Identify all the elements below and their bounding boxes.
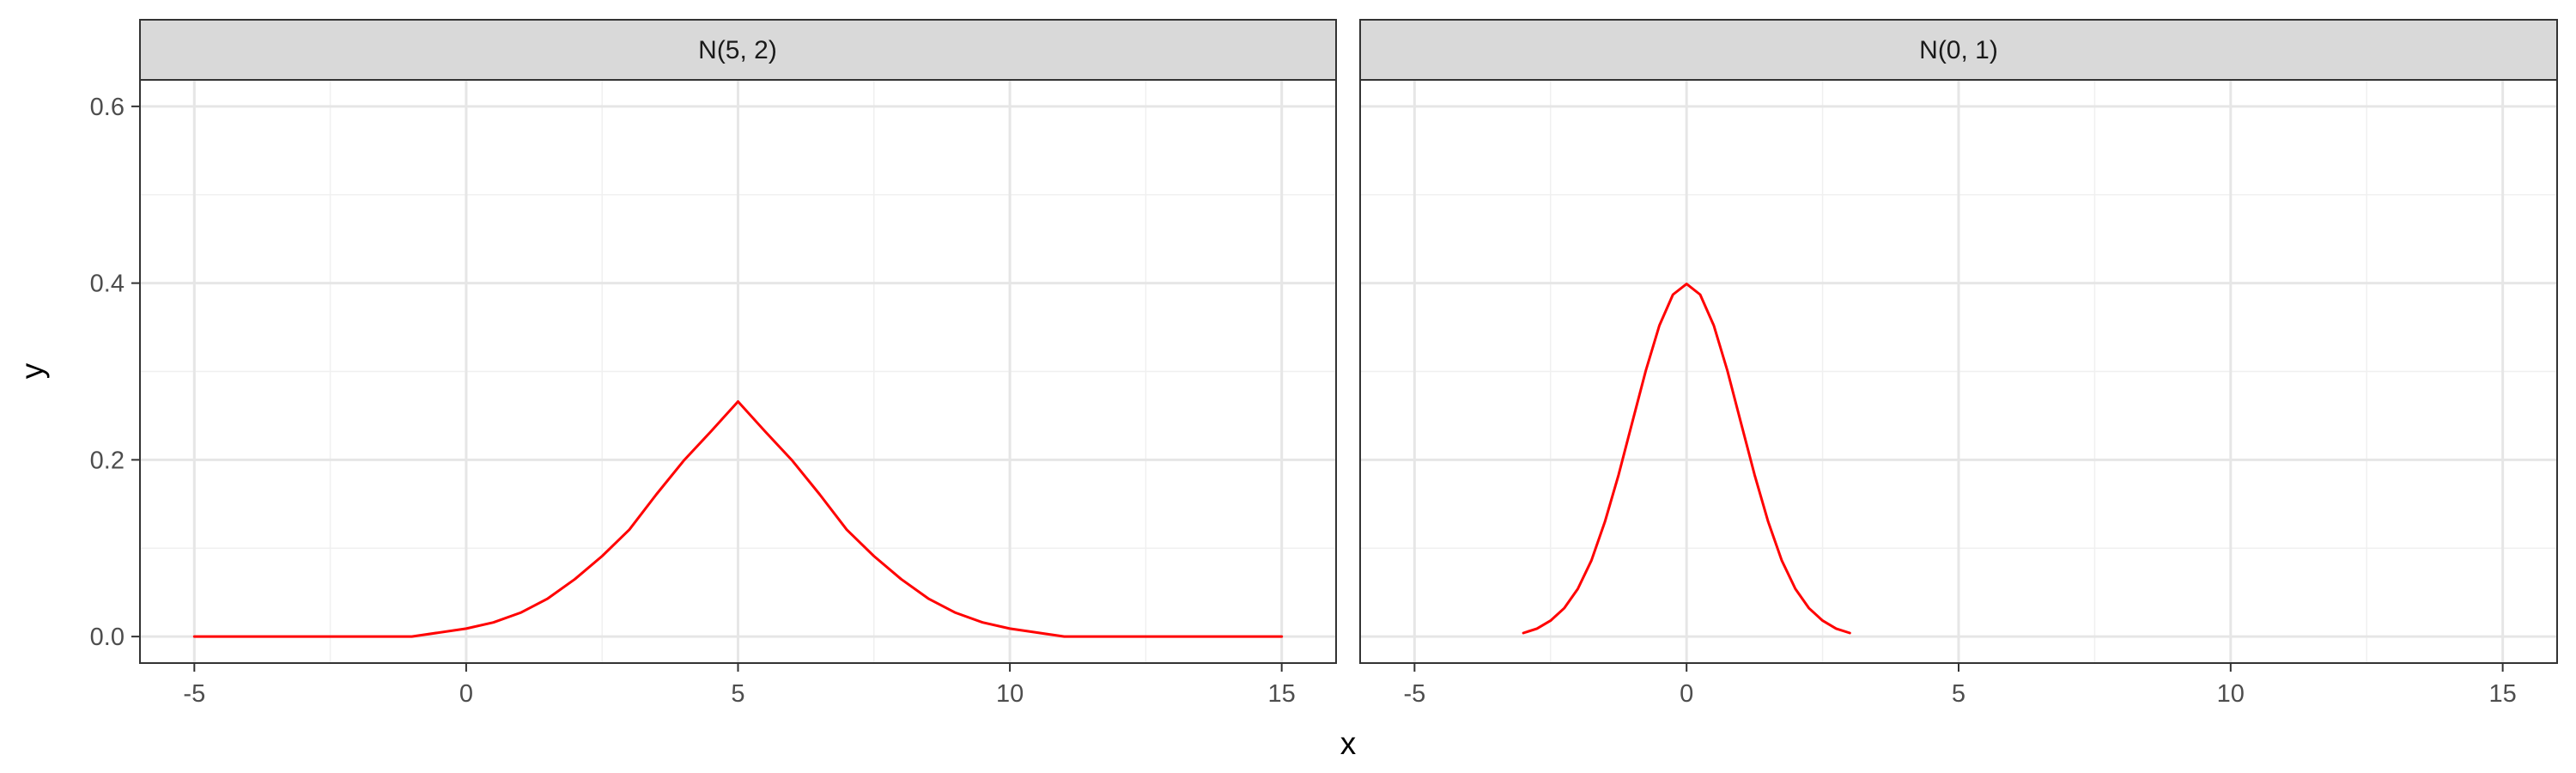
density-curve — [1522, 283, 1851, 635]
x-tick-label: 10 — [2217, 680, 2245, 708]
x-tick-label: -5 — [1403, 680, 1425, 708]
y-tick-label: 0.2 — [90, 447, 125, 474]
strip-background — [1359, 19, 2558, 81]
y-axis: 0.0 0.2 0.4 0.6 — [90, 94, 140, 651]
y-tick-label: 0.6 — [90, 94, 125, 121]
x-axis: -5 0 5 10 15 — [183, 663, 1296, 708]
density-curve — [192, 400, 1284, 638]
facet-panel-2: N(0, 1) -5 0 5 10 15 — [1359, 19, 2558, 708]
x-axis: -5 0 5 10 15 — [1403, 663, 2517, 708]
strip-background — [139, 19, 1337, 81]
series-layer — [1522, 283, 1851, 635]
y-tick-label: 0.0 — [90, 624, 125, 651]
x-tick-label: 0 — [1680, 680, 1693, 708]
x-tick-label: 15 — [1268, 680, 1296, 708]
x-tick-label: 5 — [1952, 680, 1965, 708]
strip-label: N(0, 1) — [1919, 36, 1998, 64]
grid — [1360, 80, 2557, 663]
x-tick-label: 10 — [996, 680, 1024, 708]
series-layer — [192, 400, 1284, 638]
x-axis-title: x — [1340, 726, 1357, 761]
strip-label: N(5, 2) — [698, 36, 777, 64]
x-tick-label: 15 — [2489, 680, 2517, 708]
facet-panel-1: N(5, 2) -5 0 5 10 15 — [139, 19, 1337, 708]
x-tick-label: 0 — [459, 680, 473, 708]
y-axis-title: y — [15, 362, 50, 379]
x-tick-label: 5 — [731, 680, 744, 708]
x-tick-label: -5 — [183, 680, 205, 708]
y-tick-label: 0.4 — [90, 271, 125, 298]
